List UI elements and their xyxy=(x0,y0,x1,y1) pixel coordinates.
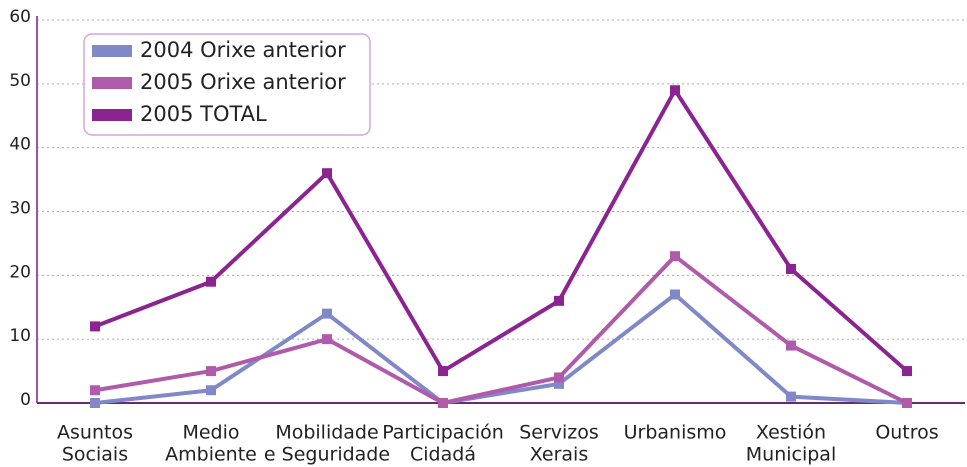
y-tick-label: 30 xyxy=(9,199,31,219)
point xyxy=(438,398,448,408)
y-tick-label: 10 xyxy=(9,326,31,346)
point xyxy=(206,276,216,287)
point xyxy=(902,366,912,377)
x-tick-label: e Seguridade xyxy=(264,444,390,466)
x-tick-label: Participación xyxy=(382,422,504,444)
point xyxy=(670,85,680,96)
x-tick-label: Medio xyxy=(182,422,239,444)
legend-label: 2004 Orixe anterior xyxy=(140,38,346,62)
point xyxy=(786,391,796,402)
x-tick-label: Mobilidade xyxy=(275,422,378,444)
point xyxy=(554,372,564,383)
legend-swatch xyxy=(92,45,132,57)
legend-box xyxy=(83,33,371,136)
x-tick-label: Urbanismo xyxy=(624,422,727,444)
point xyxy=(554,378,564,389)
point xyxy=(322,168,332,179)
point xyxy=(670,289,680,300)
series-line xyxy=(94,292,908,405)
point xyxy=(786,263,796,274)
point xyxy=(90,398,100,408)
x-tick-label: Xestión xyxy=(756,422,826,444)
series-line xyxy=(94,88,909,374)
x-tick-label: Cidadá xyxy=(410,444,476,466)
y-tick-label: 60 xyxy=(9,7,31,27)
x-tick-label: Xerais xyxy=(530,444,588,466)
point xyxy=(902,398,912,408)
point xyxy=(206,385,216,396)
point xyxy=(90,321,100,332)
y-tick-label: 40 xyxy=(9,135,31,155)
legend-label: 2005 Orixe anterior xyxy=(140,70,346,94)
x-tick-label: Municipal xyxy=(746,444,836,466)
legend-label: 2005 TOTAL xyxy=(140,102,267,126)
point xyxy=(438,366,448,377)
point xyxy=(670,251,680,262)
x-tick-label: Servizos xyxy=(519,422,599,444)
x-tick-label: Asuntos xyxy=(57,422,133,444)
x-tick-label: Sociais xyxy=(62,444,128,466)
point xyxy=(90,385,100,396)
point xyxy=(322,334,332,345)
y-tick-label: 20 xyxy=(9,262,31,282)
x-tick-label: Ambiente xyxy=(165,444,257,466)
point xyxy=(786,340,796,351)
x-tick-label: Outros xyxy=(875,422,938,444)
series-line xyxy=(94,254,908,405)
legend-swatch xyxy=(92,109,132,121)
y-tick-label: 0 xyxy=(20,390,31,410)
y-tick-label: 50 xyxy=(9,71,31,91)
point xyxy=(206,366,216,377)
point xyxy=(554,295,564,306)
point xyxy=(322,308,332,319)
legend-swatch xyxy=(92,77,132,89)
